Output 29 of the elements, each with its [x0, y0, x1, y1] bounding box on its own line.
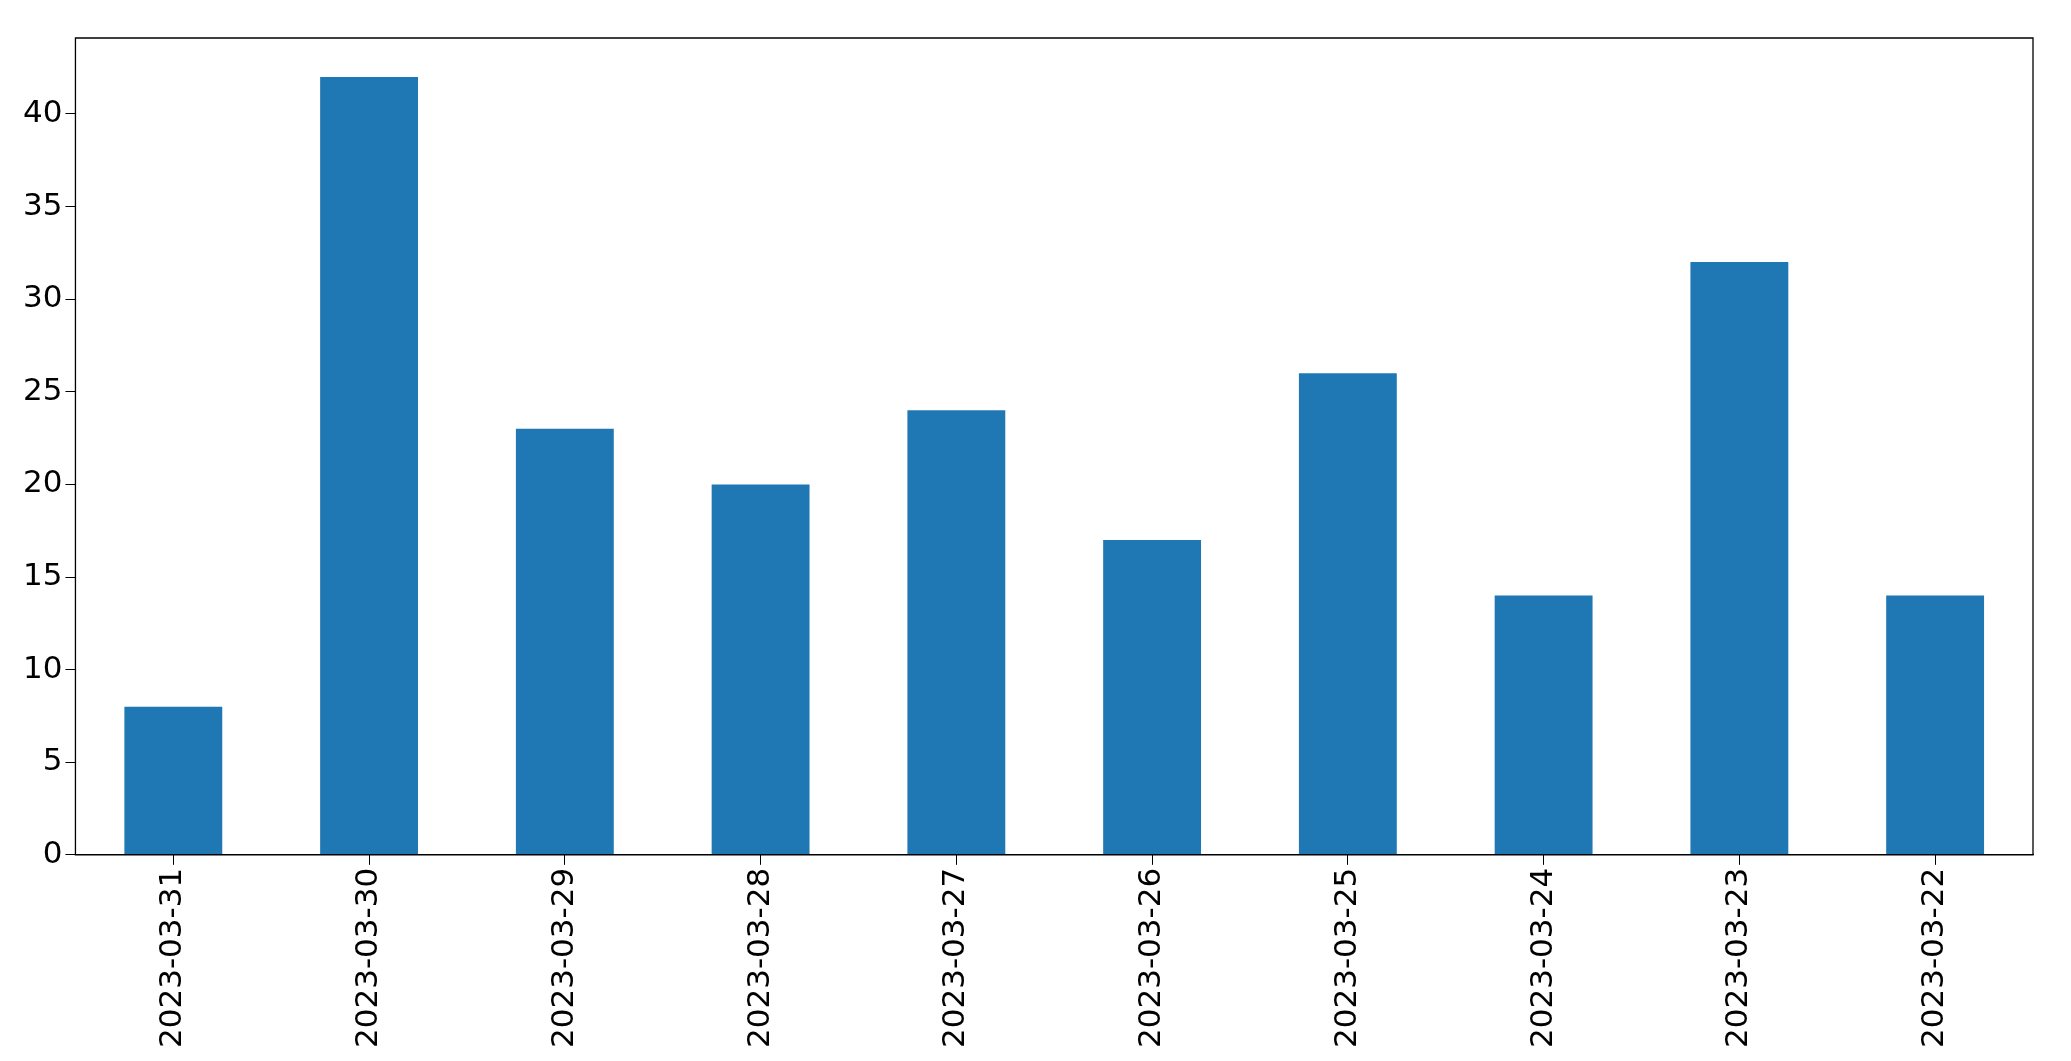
x-tick-label: 2023-03-22 [1914, 867, 1951, 1049]
x-tick-label: 2023-03-31 [152, 867, 189, 1049]
bar [1494, 595, 1593, 855]
x-tick-label: 2023-03-28 [739, 867, 776, 1049]
x-tick-label: 2023-03-29 [543, 867, 580, 1049]
bar [907, 410, 1006, 855]
y-tick-label: 20 [22, 463, 63, 500]
bar [320, 76, 419, 855]
x-tick-label: 2023-03-30 [348, 867, 385, 1049]
y-tick-label: 5 [42, 741, 63, 778]
y-tick-label: 10 [22, 648, 63, 685]
bar [1103, 539, 1202, 855]
y-tick-label: 40 [22, 92, 63, 129]
bar [1690, 262, 1789, 855]
y-tick-label: 15 [22, 556, 63, 593]
y-tick-label: 30 [22, 278, 63, 315]
x-tick-label: 2023-03-23 [1718, 867, 1755, 1049]
x-tick-label: 2023-03-24 [1522, 867, 1559, 1049]
bar [1886, 595, 1985, 855]
bar [1298, 373, 1397, 855]
bar [711, 484, 810, 855]
x-tick-label: 2023-03-27 [935, 867, 972, 1049]
y-tick-label: 25 [22, 370, 63, 407]
bar [515, 428, 614, 855]
x-tick-label: 2023-03-25 [1326, 867, 1363, 1049]
x-tick-label: 2023-03-26 [1131, 867, 1168, 1049]
bar [124, 706, 223, 855]
y-tick-label: 35 [22, 185, 63, 222]
y-tick-label: 0 [42, 833, 63, 870]
